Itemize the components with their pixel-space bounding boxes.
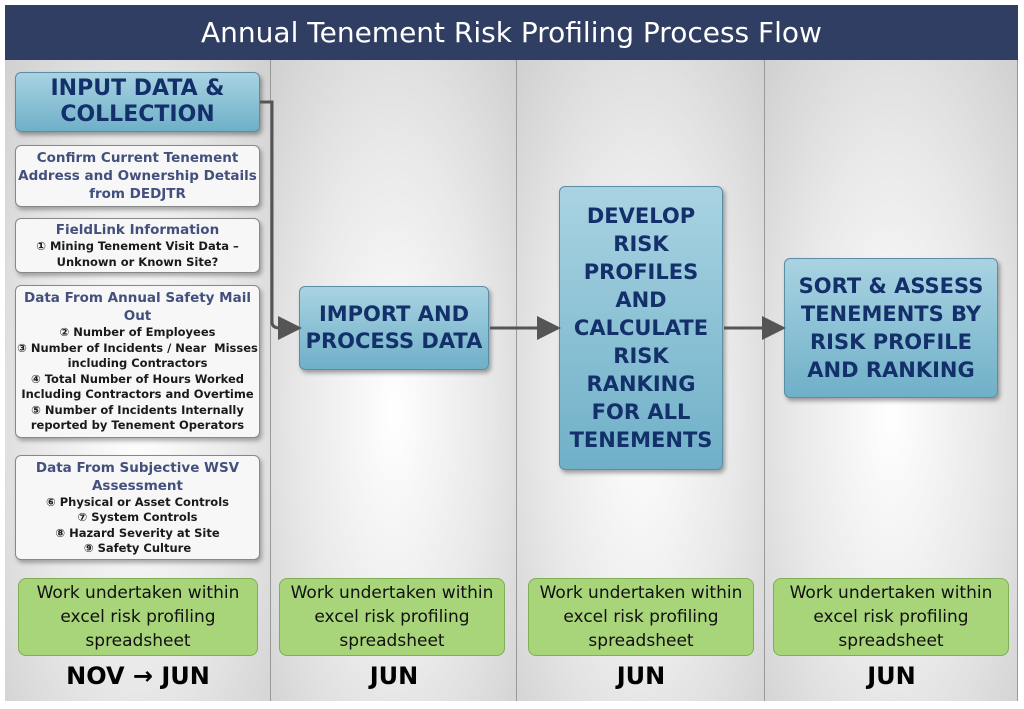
- note-line: spreadsheet: [588, 631, 694, 651]
- note-line: spreadsheet: [85, 631, 191, 651]
- period-label: JUN: [616, 662, 666, 690]
- process-box: DEVELOP RISK PROFILES AND CALCULATE RISK RANKI…: [559, 186, 723, 470]
- source-item: Unknown or Known Site?: [56, 254, 219, 269]
- process-box: SORT & ASSESS TENEMENTS BY RISK PROFILE AND…: [784, 258, 998, 398]
- process-line: RISK: [613, 344, 669, 368]
- note-line: excel risk profiling: [60, 607, 216, 627]
- note-box: Work undertaken within excel risk profili…: [279, 578, 505, 656]
- note-line: Work undertaken within: [789, 583, 993, 603]
- source-heading: from DEDJTR: [89, 186, 186, 202]
- note-line: Work undertaken within: [539, 583, 743, 603]
- process-line: TENEMENTS BY: [800, 302, 982, 326]
- source-heading: Data From Annual Safety Mail: [24, 290, 251, 307]
- title: Annual Tenement Risk Profiling Process F…: [5, 5, 1018, 60]
- note-line: excel risk profiling: [813, 607, 969, 627]
- period-label: NOV → JUN: [66, 662, 210, 690]
- source-box: Confirm Current Tenement Address and Owne…: [15, 145, 260, 207]
- process-line: COLLECTION: [60, 102, 215, 127]
- process-box: INPUT DATA & COLLECTION: [15, 72, 260, 132]
- period-label: JUN: [369, 662, 419, 690]
- source-heading: Confirm Current Tenement: [36, 150, 239, 166]
- process-line: PROFILES: [583, 260, 699, 284]
- process-line: RISK: [613, 232, 669, 256]
- process-line: CALCULATE: [573, 316, 709, 340]
- arrow: [260, 100, 302, 340]
- note-line: excel risk profiling: [563, 607, 719, 627]
- source-item: ⑤ Number of Incidents Internally: [31, 402, 244, 417]
- process-line: INPUT DATA &: [50, 76, 225, 101]
- process-line: TENEMENTS: [569, 428, 713, 452]
- process-line: FOR ALL: [591, 400, 691, 424]
- source-heading: Assessment: [91, 477, 184, 494]
- process-line: DEVELOP: [586, 204, 696, 228]
- process-box: IMPORT AND PROCESS DATA: [299, 286, 489, 370]
- source-item: ② Number of Employees: [59, 325, 216, 340]
- source-heading: Data From Subjective WSV: [35, 459, 240, 476]
- source-box: FieldLink Information ① Mining Tenement V…: [15, 218, 260, 273]
- source-item: ③ Number of Incidents / Near Misses: [17, 340, 258, 355]
- source-item: ⑦ System Controls: [77, 510, 198, 524]
- note-line: excel risk profiling: [314, 607, 470, 627]
- note-line: spreadsheet: [838, 631, 944, 651]
- note-box: Work undertaken within excel risk profili…: [773, 578, 1009, 656]
- process-line: SORT & ASSESS: [798, 274, 984, 298]
- source-item: including Contractors: [67, 356, 208, 371]
- source-heading: Out: [123, 308, 152, 325]
- source-item: ④ Total Number of Hours Worked: [30, 371, 245, 386]
- process-line: AND: [615, 288, 667, 312]
- process-line: RISK PROFILE: [810, 330, 972, 354]
- source-heading: Address and Ownership Details: [18, 168, 257, 184]
- process-line: AND RANKING: [807, 358, 975, 382]
- source-box: Data From Subjective WSV Assessment ⑥ Phys…: [15, 455, 260, 560]
- source-item: Including Contractors and Overtime: [21, 387, 254, 402]
- source-heading: FieldLink Information: [55, 222, 220, 238]
- note-line: Work undertaken within: [36, 583, 240, 603]
- period-label: JUN: [867, 662, 916, 690]
- source-item: ⑧ Hazard Severity at Site: [55, 525, 220, 540]
- source-item: ⑥ Physical or Asset Controls: [45, 494, 229, 509]
- source-item: ① Mining Tenement Visit Data –: [36, 239, 239, 253]
- note-box: Work undertaken within excel risk profili…: [528, 578, 754, 656]
- process-line: PROCESS DATA: [305, 329, 483, 353]
- note-box: Work undertaken within excel risk profili…: [18, 578, 258, 656]
- source-item: reported by Tenement Operators: [30, 418, 245, 433]
- source-item: ⑨ Safety Culture: [83, 541, 192, 555]
- process-line: RANKING: [586, 372, 696, 396]
- note-line: Work undertaken within: [290, 583, 494, 603]
- process-line: IMPORT AND: [318, 302, 470, 326]
- source-box: Data From Annual Safety Mail Out ② Number …: [15, 285, 260, 438]
- note-line: spreadsheet: [339, 631, 445, 651]
